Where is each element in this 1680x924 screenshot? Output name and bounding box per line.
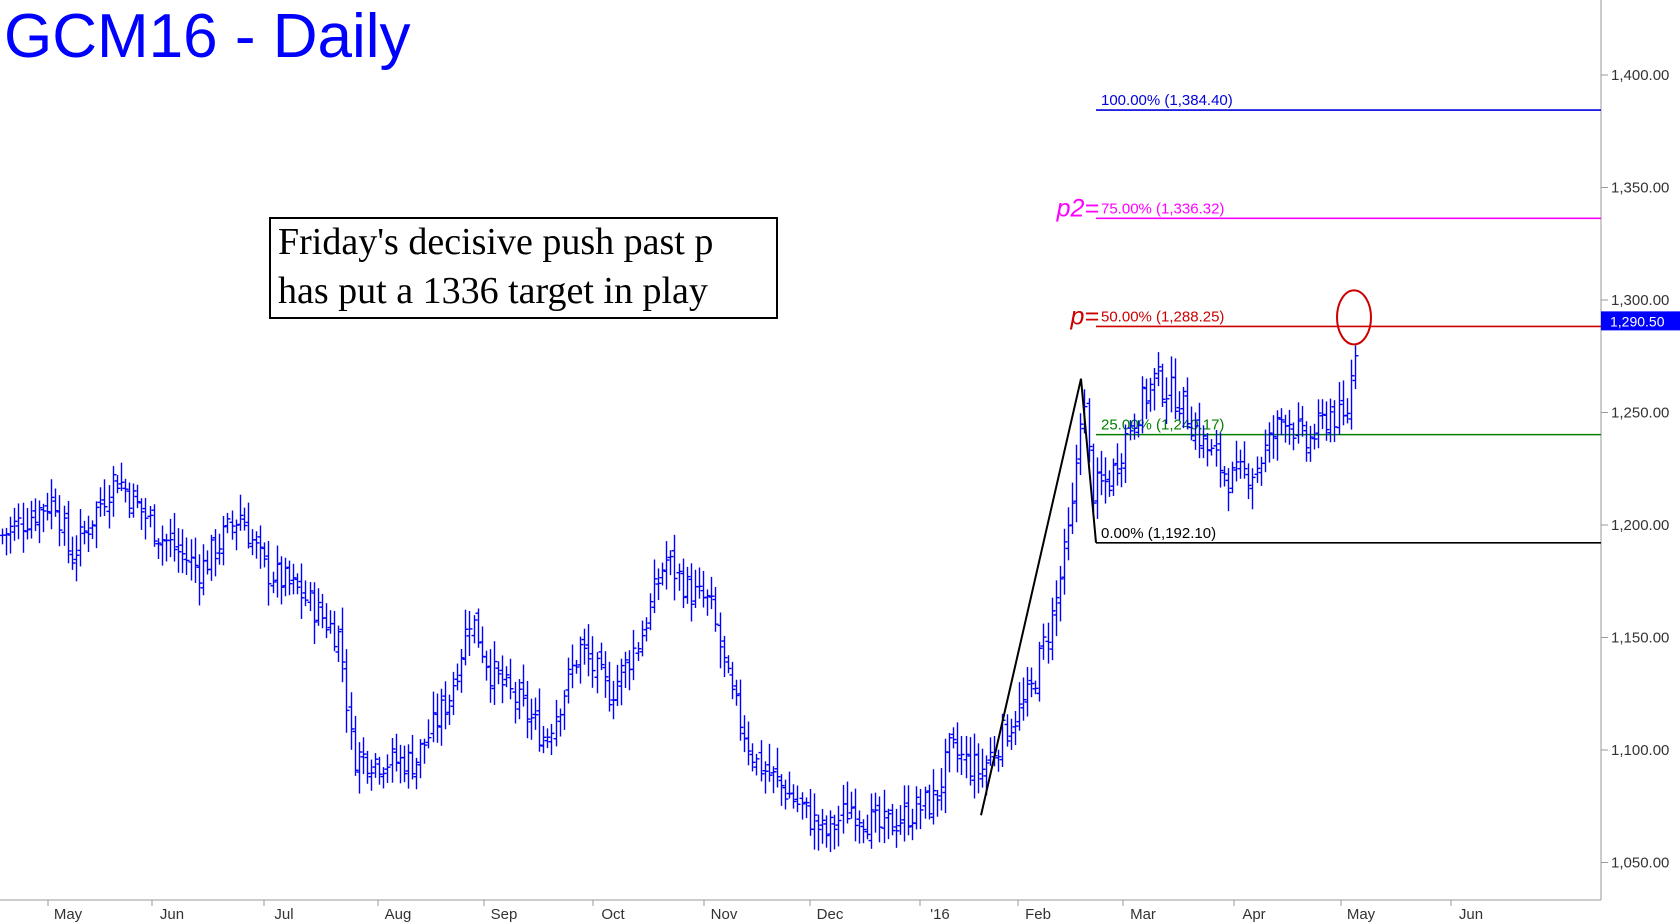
x-tick-label: Jun bbox=[160, 906, 184, 923]
x-tick-label: Jul bbox=[274, 906, 293, 923]
x-tick-label: Jun bbox=[1459, 906, 1483, 923]
abc-pattern-line bbox=[980, 378, 1097, 816]
x-tick-label: May bbox=[54, 906, 83, 923]
x-tick-label: Sep bbox=[491, 906, 518, 923]
y-tick-label: 1,100.00 bbox=[1611, 742, 1669, 759]
x-tick-label: Aug bbox=[385, 906, 412, 923]
fibonacci-levels: 100.00% (1,384.40) 75.00% (1,336.32)p2= 50… bbox=[1056, 92, 1601, 544]
chart-title: GCM16 - Daily bbox=[4, 2, 411, 71]
price-bars bbox=[0, 345, 1359, 853]
fib-level-label: 75.00% (1,336.32) bbox=[1101, 200, 1224, 217]
last-price-label: 1,290.50 bbox=[1610, 313, 1665, 329]
y-tick-label: 1,050.00 bbox=[1611, 855, 1669, 872]
x-tick-label: Oct bbox=[601, 906, 625, 923]
y-tick-label: 1,300.00 bbox=[1611, 292, 1669, 309]
y-tick-label: 1,400.00 bbox=[1611, 67, 1669, 84]
y-tick-label: 1,150.00 bbox=[1611, 630, 1669, 647]
x-tick-label: May bbox=[1347, 906, 1376, 923]
fib-level-label: 100.00% (1,384.40) bbox=[1101, 92, 1233, 109]
x-tick-label: Nov bbox=[711, 906, 738, 923]
fib-prefix-label: p= bbox=[1069, 302, 1099, 330]
y-tick-label: 1,200.00 bbox=[1611, 517, 1669, 534]
abc-pattern bbox=[980, 378, 1097, 816]
fib-level-label: 25.00% (1,240.17) bbox=[1101, 417, 1224, 434]
x-tick-label: '16 bbox=[930, 906, 950, 923]
y-tick-label: 1,250.00 bbox=[1611, 405, 1669, 422]
x-tick-label: Apr bbox=[1242, 906, 1265, 923]
y-axis-ticks: 1,050.00 1,100.00 1,150.00 1,200.00 1,250.00… bbox=[1601, 67, 1669, 872]
x-tick-label: Feb bbox=[1025, 906, 1051, 923]
fib-level-label: 0.00% (1,192.10) bbox=[1101, 525, 1216, 542]
x-tick-label: Dec bbox=[817, 906, 844, 923]
x-tick-label: Mar bbox=[1130, 906, 1156, 923]
y-tick-label: 1,350.00 bbox=[1611, 180, 1669, 197]
fib-prefix-label: p2= bbox=[1056, 194, 1099, 222]
x-axis-ticks: May Jun Jul Aug Sep Oct Nov Dec '16 Feb Mar Apr May J… bbox=[47, 900, 1483, 923]
annotation-box: Friday's decisive push past p has put a … bbox=[269, 217, 778, 319]
annotation-line-1: Friday's decisive push past p bbox=[278, 221, 713, 263]
annotation-line-2: has put a 1336 target in play bbox=[278, 270, 708, 312]
last-price-marker: 1,290.50 bbox=[1601, 311, 1680, 331]
highlight-circle bbox=[1336, 289, 1372, 346]
last-price-badge bbox=[1601, 311, 1680, 331]
fib-level-label: 50.00% (1,288.25) bbox=[1101, 308, 1224, 325]
annotation-frame bbox=[269, 217, 778, 319]
